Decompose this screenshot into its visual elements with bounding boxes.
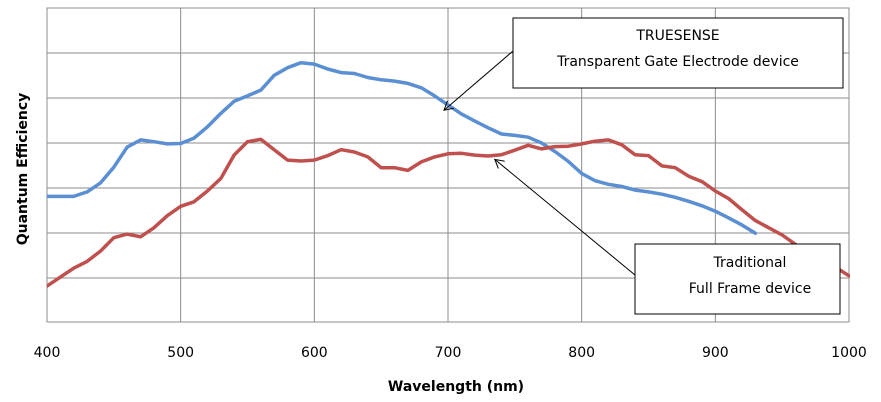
y-axis-label: Quantum Efficiency	[15, 93, 31, 246]
callout-text: TRUESENSE	[635, 28, 719, 44]
x-tick-label: 500	[167, 345, 194, 361]
series-lines	[47, 60, 850, 288]
callout-text: Traditional	[713, 255, 787, 271]
series-line-full-frame	[47, 137, 850, 288]
callout-arrow	[495, 159, 636, 276]
callouts: TRUESENSE Transparent Gate Electrode devi…	[444, 17, 844, 315]
callout-text: Transparent Gate Electrode device	[556, 54, 799, 70]
callout-box	[634, 243, 841, 315]
x-axis-label: Wavelength (nm)	[388, 379, 524, 395]
series-line-truesense	[47, 60, 758, 235]
x-tick-label: 1000	[831, 345, 867, 361]
plot-frame	[46, 7, 850, 323]
x-tick-label: 400	[34, 345, 61, 361]
x-tick-labels: 400 500 600 700 800 900 1000	[34, 345, 867, 361]
callout-box	[512, 17, 844, 89]
callout-arrow	[444, 50, 514, 110]
x-tick-label: 800	[568, 345, 595, 361]
x-tick-label: 600	[301, 345, 328, 361]
callout-text: Full Frame device	[689, 281, 811, 297]
x-tick-label: 900	[702, 345, 729, 361]
x-tick-label: 700	[435, 345, 462, 361]
